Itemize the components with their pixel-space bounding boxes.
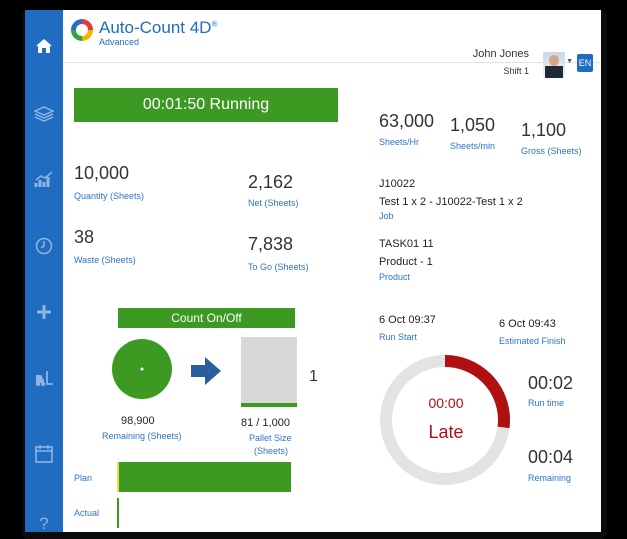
product-code: TASK01 11	[379, 238, 434, 250]
quantity-value: 10,000	[74, 163, 130, 183]
sidebar: ?	[25, 10, 63, 532]
quantity-label: Quantity (Sheets)	[74, 191, 145, 201]
remaining-value: 98,900	[121, 415, 155, 427]
remaining-indicator	[112, 339, 172, 399]
home-icon	[36, 39, 52, 53]
progress-gauge	[380, 355, 510, 485]
app-screen: ? Auto-Count 4D® Advanced John Jones Shi…	[25, 10, 601, 532]
avatar[interactable]	[543, 52, 565, 78]
actual-bar-track	[117, 498, 293, 528]
clock-icon	[35, 237, 53, 255]
sheets-per-min-value: 1,050	[450, 115, 496, 135]
pallet-indicator	[241, 337, 297, 407]
app-header: Auto-Count 4D® Advanced John Jones Shift…	[63, 10, 601, 78]
plan-bar	[117, 462, 292, 492]
gross-value: 1,100	[521, 120, 567, 140]
chevron-down-icon[interactable]: ▼	[566, 58, 573, 65]
remaining-label: Remaining (Sheets)	[102, 431, 182, 441]
sheets-per-hour-label: Sheets/Hr	[379, 137, 420, 147]
product-label: Product	[379, 272, 411, 282]
forklift-icon	[36, 371, 53, 386]
user-name: John Jones	[472, 48, 529, 60]
pallet-fill	[241, 403, 297, 407]
actual-label: Actual	[74, 508, 100, 518]
sidebar-item-reports[interactable]	[25, 162, 63, 198]
main-area: Auto-Count 4D® Advanced John Jones Shift…	[63, 10, 601, 532]
plus-icon	[37, 305, 51, 319]
gross-label: Gross (Sheets)	[521, 146, 582, 156]
net-label: Net (Sheets)	[248, 198, 299, 208]
sheets-per-hour-value: 63,000	[379, 111, 435, 131]
actual-bar	[117, 498, 119, 528]
calendar-icon	[35, 445, 53, 463]
remaining-time-value: 00:04	[528, 447, 574, 467]
run-time-label: Run time	[528, 398, 565, 408]
net-value: 2,162	[248, 172, 294, 192]
sidebar-item-layers[interactable]	[25, 96, 63, 132]
run-time-value: 00:02	[528, 373, 574, 393]
user-shift: Shift 1	[503, 66, 529, 76]
gauge-status: Late	[428, 422, 464, 442]
pallet-label-unit: (Sheets)	[254, 446, 289, 456]
app-title: Auto-Count 4D®	[99, 18, 218, 37]
logo-icon	[71, 19, 93, 41]
count-on-off-toggle[interactable]: Count On/Off	[118, 308, 295, 328]
job-label: Job	[379, 211, 394, 221]
job-code: J10022	[379, 178, 416, 190]
waste-label: Waste (Sheets)	[74, 255, 136, 265]
sheets-per-min-label: Sheets/min	[450, 141, 496, 151]
plan-label: Plan	[74, 473, 93, 483]
registered-mark: ®	[211, 19, 218, 29]
arrow-right-icon	[191, 357, 221, 385]
pallet-label: Pallet Size	[249, 433, 292, 443]
job-name: Test 1 x 2 - J10022-Test 1 x 2	[379, 196, 523, 208]
estimated-finish-label: Estimated Finish	[499, 336, 566, 346]
sidebar-item-schedule[interactable]	[25, 228, 63, 264]
run-status-banner: 00:01:50 Running	[74, 88, 338, 122]
layers-icon	[34, 106, 54, 122]
pallet-count: 1	[309, 368, 318, 385]
run-start-label: Run Start	[379, 332, 418, 342]
chart-icon	[34, 171, 53, 187]
remaining-time-label: Remaining	[528, 473, 572, 483]
sidebar-item-help[interactable]: ?	[25, 506, 63, 532]
plan-bar-track	[117, 462, 293, 492]
waste-value: 38	[74, 227, 95, 247]
sidebar-item-home[interactable]	[25, 28, 63, 64]
app-edition: Advanced	[99, 37, 140, 47]
product-name: Product - 1	[379, 256, 433, 268]
language-button[interactable]: EN	[577, 54, 593, 72]
to-go-value: 7,838	[248, 234, 294, 254]
pallet-value: 81 / 1,000	[241, 417, 290, 429]
run-start-value: 6 Oct 09:37	[379, 314, 436, 326]
help-icon: ?	[39, 514, 49, 532]
to-go-label: To Go (Sheets)	[248, 262, 309, 272]
estimated-finish-value: 6 Oct 09:43	[499, 318, 556, 330]
gauge-time: 00:00	[428, 395, 464, 411]
sidebar-item-add[interactable]	[25, 294, 63, 330]
sidebar-item-calendar[interactable]	[25, 436, 63, 472]
sidebar-item-forklift[interactable]	[25, 360, 63, 396]
